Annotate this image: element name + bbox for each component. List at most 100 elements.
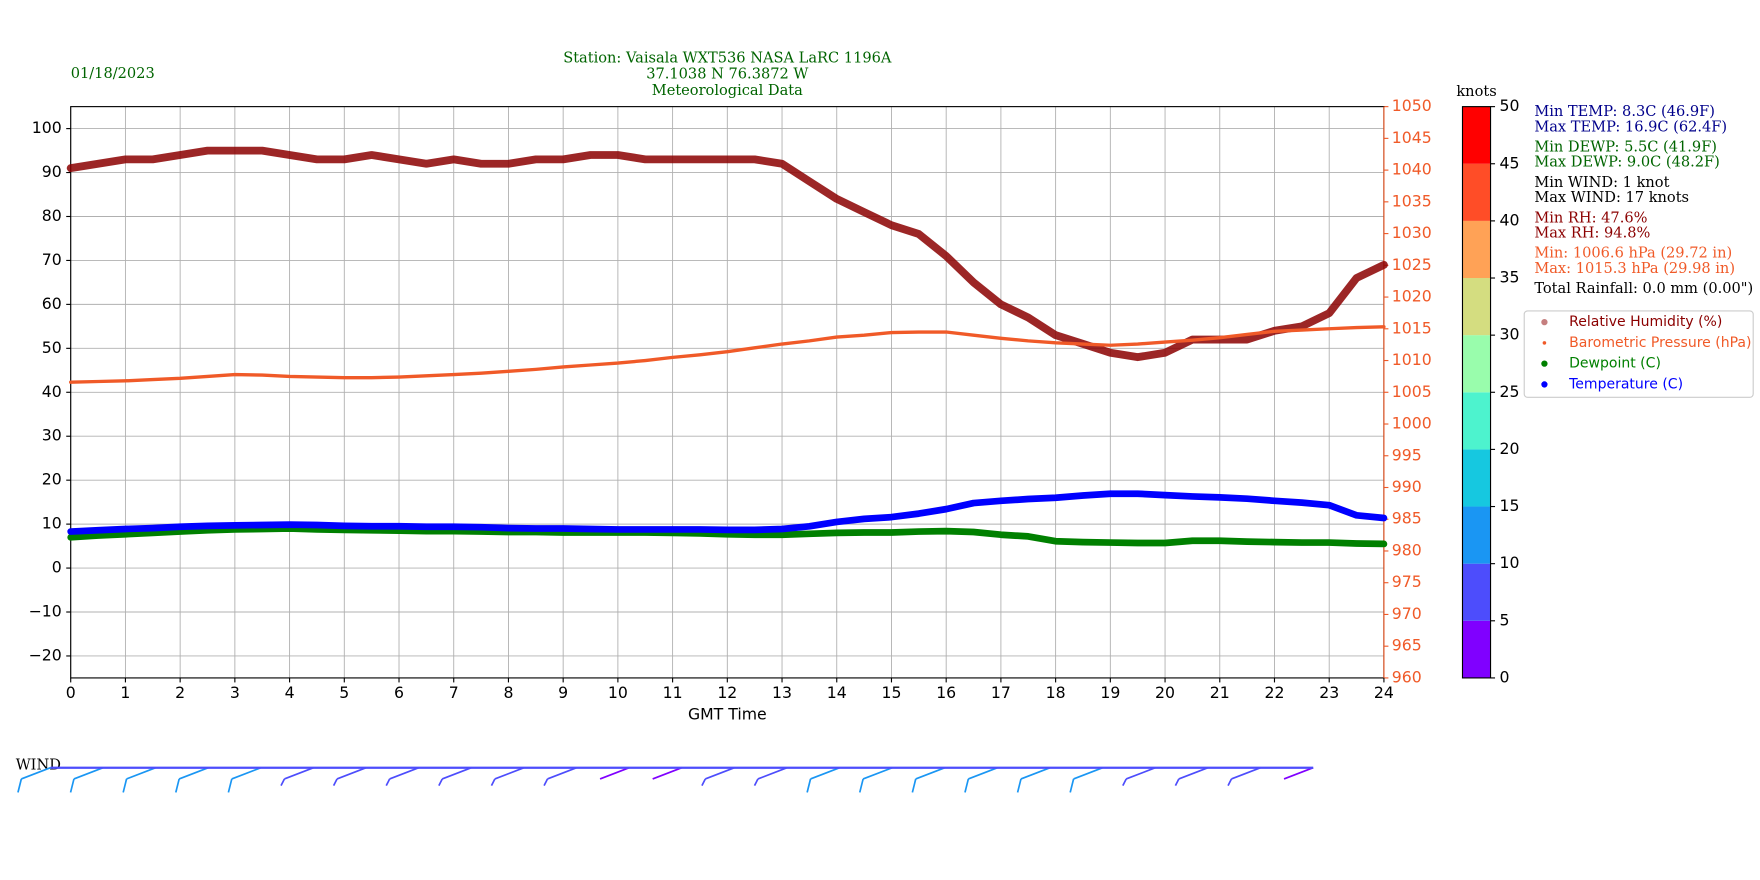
wind-staff: [757, 766, 788, 780]
wind-barb: [17, 766, 51, 793]
legend-label: Relative Humidity (%): [1569, 314, 1722, 330]
wind-staff: [126, 766, 157, 780]
wind-feather: [122, 778, 128, 793]
wind-feather: [1069, 778, 1075, 793]
wind-barb: [1016, 766, 1051, 793]
x-tick-label: 22: [1264, 683, 1284, 702]
wind-feather: [753, 778, 759, 787]
y2-tick-label: 1025: [1392, 255, 1432, 274]
stat-line: Min: 1006.6 hPa (29.72 in): [1534, 245, 1732, 262]
y-tick-label: 40: [42, 382, 62, 401]
stat-line: Max TEMP: 16.9C (62.4F): [1534, 118, 1727, 135]
x-tick-label: 23: [1319, 683, 1339, 702]
wind-feather: [332, 778, 338, 787]
colorbar-tick-label: 40: [1500, 210, 1520, 229]
stat-line: Max: 1015.3 hPa (29.98 in): [1534, 260, 1735, 277]
wind-barb: [122, 766, 157, 793]
wind-barb: [332, 766, 367, 787]
x-tick-label: 14: [827, 683, 847, 702]
wind-staff: [1178, 766, 1209, 780]
y-tick-label: 30: [42, 426, 62, 445]
colorbar-bin: [1462, 563, 1491, 621]
series-line: [69, 325, 1386, 384]
wind-feather: [280, 778, 286, 787]
x-tick-label: 2: [175, 683, 185, 702]
wind-barb: [227, 766, 262, 793]
wind-barb: [490, 766, 525, 787]
y2-tick-label: 975: [1392, 572, 1422, 591]
wind-staff: [178, 766, 209, 780]
wind-barb: [964, 766, 998, 793]
wind-staff: [704, 766, 735, 780]
x-tick-label: 24: [1374, 683, 1394, 702]
x-tick-label: 0: [66, 683, 76, 702]
x-tick-label: 5: [339, 683, 349, 702]
x-tick-label: 1: [120, 683, 130, 702]
series-line: [67, 525, 1388, 548]
wind-barb: [858, 766, 893, 793]
y2-tick-label: 970: [1392, 604, 1422, 623]
wind-feather: [490, 778, 496, 787]
x-tick-label: 19: [1100, 683, 1120, 702]
wind-barb: [543, 766, 577, 787]
wind-barb: [385, 766, 420, 787]
legend-box: [1523, 310, 1754, 398]
wind-feather: [69, 778, 75, 793]
series-line: [66, 146, 1388, 362]
wind-barb: [174, 766, 209, 793]
wind-staff: [1283, 766, 1314, 780]
wind-feather: [438, 778, 443, 787]
legend-label: Temperature (C): [1568, 376, 1683, 392]
legend-marker: [1541, 381, 1548, 388]
y-tick-label: 0: [52, 558, 62, 577]
colorbar-bin: [1462, 220, 1491, 279]
wind-barb: [753, 766, 788, 787]
legend-marker: [1542, 341, 1547, 345]
wind-staff: [1231, 766, 1261, 780]
x-tick-label: 15: [881, 683, 901, 702]
chart-title: Meteorological Data: [652, 82, 803, 99]
colorbar-tick-label: 45: [1500, 153, 1520, 172]
x-axis-label: GMT Time: [688, 704, 767, 723]
y2-tick-label: 1010: [1392, 350, 1432, 369]
wind-barb: [1227, 766, 1261, 787]
legend-marker: [1541, 318, 1548, 326]
stat-line: Min TEMP: 8.3C (46.9F): [1534, 103, 1715, 120]
y-tick-label: 100: [32, 118, 62, 137]
y2-tick-label: 990: [1392, 477, 1422, 496]
y2-tick-label: 1040: [1392, 160, 1432, 179]
wind-barb: [1174, 766, 1209, 787]
stat-line: Max WIND: 17 knots: [1534, 189, 1689, 206]
wind-barb: [1122, 766, 1156, 787]
colorbar-tick-label: 10: [1500, 553, 1520, 572]
wind-feather: [701, 778, 707, 787]
colorbar-bin: [1462, 392, 1491, 450]
colorbar-tick-label: 0: [1500, 667, 1510, 686]
wind-staff: [1125, 766, 1156, 780]
legend-label: Barometric Pressure (hPa): [1569, 335, 1751, 351]
y-tick-label: 70: [42, 250, 62, 269]
x-tick-label: 21: [1210, 683, 1230, 702]
wind-staff: [599, 766, 630, 780]
x-tick-label: 9: [558, 683, 568, 702]
wind-staff: [968, 766, 998, 780]
wind-feather: [174, 778, 180, 793]
x-tick-label: 8: [503, 683, 513, 702]
series-line: [67, 490, 1388, 535]
y2-tick-label: 1020: [1392, 287, 1432, 306]
stat-line: Max DEWP: 9.0C (48.2F): [1534, 154, 1720, 171]
colorbar-tick-label: 50: [1500, 96, 1520, 115]
x-tick-label: 4: [285, 683, 295, 702]
wind-feather: [1016, 778, 1022, 793]
y-tick-label: −10: [29, 602, 62, 621]
y-tick-label: 60: [42, 294, 62, 313]
y2-tick-label: 980: [1392, 540, 1422, 559]
colorbar-tick-label: 35: [1500, 268, 1520, 287]
stat-line: Total Rainfall: 0.0 mm (0.00"): [1534, 280, 1753, 297]
x-tick-label: 6: [394, 683, 404, 702]
wind-staff: [547, 766, 577, 780]
stat-line: Min WIND: 1 knot: [1534, 174, 1669, 191]
x-tick-label: 13: [772, 683, 792, 702]
wind-barb: [652, 766, 683, 780]
